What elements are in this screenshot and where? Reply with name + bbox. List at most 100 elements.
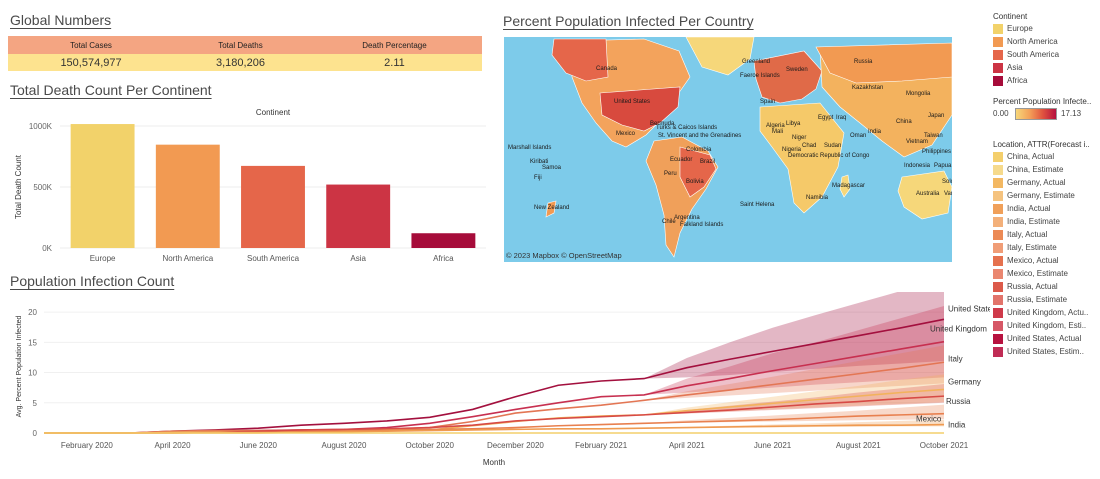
map-country-label[interactable]: Nigeria [782,147,802,153]
world-map[interactable]: Canada United States Mexico Bermuda Turks & … [504,37,952,262]
map-country-label[interactable]: New Zealand [534,205,569,211]
legend-item-mexico-actual[interactable]: Mexico, Actual [993,254,1088,267]
legend-item-us-actual[interactable]: United States, Actual [993,332,1088,345]
australia-land[interactable] [897,170,952,220]
bar-south-america[interactable] [241,165,305,248]
total-deaths-header[interactable]: Total Deaths [174,36,307,54]
map-country-label[interactable]: Sweden [786,67,808,73]
legend-item-india-estimate[interactable]: India, Estimate [993,215,1088,228]
map-country-label[interactable]: Solomon Islands [942,179,952,185]
map-country-label[interactable]: Australia [916,191,940,197]
map-country-label[interactable]: Indonesia [904,163,931,169]
map-country-label[interactable]: Taiwan [924,133,943,139]
map-country-label[interactable]: Ecuador [670,157,692,163]
legend-item-uk-actual[interactable]: United Kingdom, Actu.. [993,306,1088,319]
map-country-label[interactable]: Papua New Guinea [934,163,952,169]
continent-legend-title: Continent [993,12,1028,21]
map-country-label[interactable]: Marshall Islands [508,145,551,151]
map-country-label[interactable]: United States [614,99,650,105]
legend-item-asia[interactable]: Asia [993,61,1059,74]
map-attribution[interactable]: © 2023 Mapbox © OpenStreetMap [506,251,622,260]
map-country-label[interactable]: Fiji [534,175,542,181]
map-country-label[interactable]: Canada [596,66,618,72]
map-country-label[interactable]: Vietnam [906,139,928,145]
map-country-label[interactable]: Greenland [742,59,770,65]
map-country-label[interactable]: Mexico [616,131,636,137]
map-country-label[interactable]: St. Vincent and the Grenadines [658,133,741,139]
total-cases-value[interactable]: 150,574,977 [8,54,175,71]
map-country-label[interactable]: Kiribati [530,159,548,165]
legend-item-mexico-estimate[interactable]: Mexico, Estimate [993,267,1088,280]
legend-item-italy-actual[interactable]: Italy, Actual [993,228,1088,241]
map-country-label[interactable]: Peru [664,171,677,177]
legend-item-south-america[interactable]: South America [993,48,1059,61]
legend-item-germany-actual[interactable]: Germany, Actual [993,176,1088,189]
legend-item-russia-estimate[interactable]: Russia, Estimate [993,293,1088,306]
map-country-label[interactable]: Chad [802,143,816,149]
map-country-label[interactable]: China [896,119,912,125]
bar-europe[interactable] [70,124,135,248]
map-country-label[interactable]: Argentina [674,215,700,221]
map-country-label[interactable]: Spain [760,99,775,105]
map-country-label[interactable]: Madagascar [832,183,865,189]
bar-africa[interactable] [411,233,476,248]
map-country-label[interactable]: Algeria [766,123,785,129]
legend-item-india-actual[interactable]: India, Actual [993,202,1088,215]
line-xtick-label: August 2021 [836,441,881,450]
map-country-label[interactable]: Bermuda [650,121,675,127]
map-country-label[interactable]: Chile [662,219,676,225]
brazil-land[interactable] [679,146,717,198]
map-country-label[interactable]: Bolivia [686,179,704,185]
map-country-label[interactable]: Turks & Caicos Islands [656,125,717,131]
russia-land[interactable] [815,42,952,84]
map-country-label[interactable]: Niger [792,135,806,141]
map-country-label[interactable]: Democratic Republic of Congo [788,153,870,159]
legend-item-us-estimate[interactable]: United States, Estim.. [993,345,1088,358]
map-country-label[interactable]: Libya [786,121,801,127]
map-country-label[interactable]: Sudan [824,143,841,149]
new-zealand-land[interactable] [545,200,557,218]
map-country-label[interactable]: Egypt [818,115,834,121]
legend-item-russia-actual[interactable]: Russia, Actual [993,280,1088,293]
legend-item-africa[interactable]: Africa [993,74,1059,87]
map-country-label[interactable]: Falkland Islands [680,222,723,228]
map-country-label[interactable]: Iraq [836,115,846,121]
legend-item-europe[interactable]: Europe [993,22,1059,35]
map-country-label[interactable]: Colombia [686,147,712,153]
line-series-italy[interactable] [44,361,945,434]
madagascar-land[interactable] [839,174,851,198]
alaska-land[interactable] [551,38,609,82]
map-country-label[interactable]: Namibia [806,195,829,201]
united-states-land[interactable] [599,86,681,132]
map-country-label[interactable]: Mongolia [906,91,931,97]
bar-north-america[interactable] [155,144,220,248]
map-country-label[interactable]: Samoa [542,165,562,171]
legend-item-china-estimate[interactable]: China, Estimate [993,163,1088,176]
legend-item-italy-estimate[interactable]: Italy, Estimate [993,241,1088,254]
legend-item-uk-estimate[interactable]: United Kingdom, Esti.. [993,319,1088,332]
map-country-label[interactable]: Oman [850,133,866,139]
map-country-label[interactable]: Japan [928,113,944,119]
map-country-label[interactable]: Kazakhstan [852,85,883,91]
map-country-label[interactable]: Faeroe Islands [740,73,780,79]
map-country-label[interactable]: Vanuatu [944,191,952,197]
swatch-italy-actual [993,229,1003,240]
africa-land[interactable] [759,102,845,214]
europe-land[interactable] [753,50,823,104]
bar-asia[interactable] [326,184,391,248]
legend-item-north-america[interactable]: North America [993,35,1059,48]
death-percentage-header[interactable]: Death Percentage [306,36,482,54]
total-deaths-value[interactable]: 3,180,206 [174,54,307,71]
map-country-label[interactable]: India [868,129,882,135]
gradient-bar[interactable] [1015,108,1057,120]
total-cases-header[interactable]: Total Cases [8,36,175,54]
death-percentage-value[interactable]: 2.11 [306,54,482,71]
legend-item-china-actual[interactable]: China, Actual [993,150,1088,163]
map-country-label[interactable]: Brazil [700,159,715,165]
map-country-label[interactable]: Saint Helena [740,202,775,208]
greenland-land[interactable] [685,37,755,76]
legend-item-germany-estimate[interactable]: Germany, Estimate [993,189,1088,202]
map-country-label[interactable]: Philippines [922,149,951,155]
map-country-label[interactable]: Russia [854,59,873,65]
map-country-label[interactable]: Mali [772,129,783,135]
